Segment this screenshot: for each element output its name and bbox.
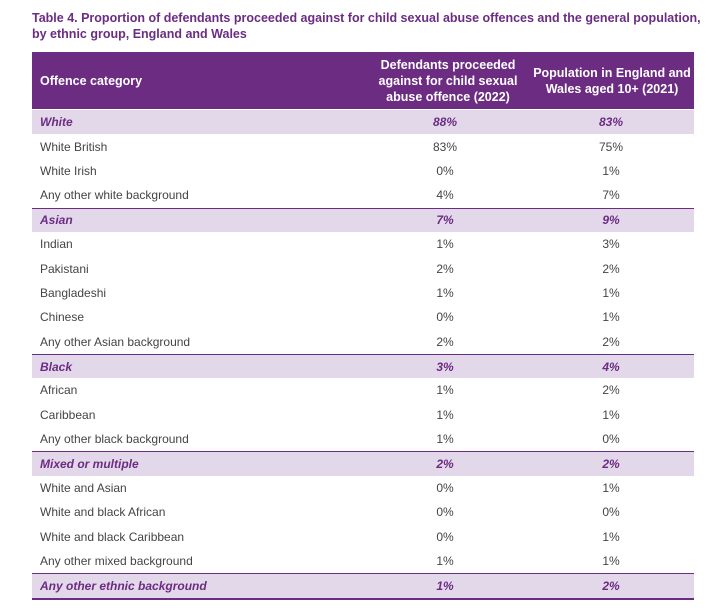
row-label: Indian xyxy=(40,237,73,252)
row-label: Pakistani xyxy=(40,261,89,276)
row-label: Mixed or multiple xyxy=(40,457,139,472)
row-defendants-value: 0% xyxy=(436,505,454,520)
row-population-value: 83% xyxy=(598,115,624,130)
row-population-value: 75% xyxy=(598,139,624,154)
table-group-row: Any other ethnic background 1% 2% xyxy=(32,573,694,598)
row-defendants-value: 2% xyxy=(436,261,454,276)
row-label: Asian xyxy=(40,213,73,228)
row-defendants-value: 7% xyxy=(436,213,454,228)
table-row: Caribbean 1% 1% xyxy=(32,403,694,427)
table-row: Chinese 0% 1% xyxy=(32,305,694,329)
row-defendants-value: 0% xyxy=(436,310,454,325)
row-defendants-value: 0% xyxy=(436,163,454,178)
table-group-row: Asian 7% 9% xyxy=(32,207,694,232)
row-population-value: 0% xyxy=(602,432,620,447)
table-row: Any other Asian background 2% 2% xyxy=(32,330,694,354)
row-population-value: 4% xyxy=(602,359,620,374)
table-row: Indian 1% 3% xyxy=(32,232,694,256)
row-label: White and black African xyxy=(40,505,166,520)
row-defendants-value: 88% xyxy=(432,115,458,130)
table-row: White and Asian 0% 1% xyxy=(32,476,694,500)
table-header-row: Offence category Defendants proceeded ag… xyxy=(32,52,694,110)
row-population-value: 0% xyxy=(602,505,620,520)
table-caption: Table 4. Proportion of defendants procee… xyxy=(32,11,701,41)
row-population-value: 1% xyxy=(602,310,620,325)
row-population-value: 2% xyxy=(602,383,620,398)
table-row: African 1% 2% xyxy=(32,378,694,402)
row-population-value: 3% xyxy=(602,237,620,252)
header-offence-category: Offence category xyxy=(40,73,143,88)
row-defendants-value: 1% xyxy=(436,432,454,447)
row-label: White Irish xyxy=(40,163,97,178)
row-defendants-value: 0% xyxy=(436,481,454,496)
row-defendants-value: 4% xyxy=(436,188,454,203)
row-population-value: 1% xyxy=(602,163,620,178)
table-row: White and black African 0% 0% xyxy=(32,500,694,524)
row-label: White and black Caribbean xyxy=(40,529,185,544)
row-label: Black xyxy=(40,359,73,374)
row-label: White and Asian xyxy=(40,481,127,496)
table-row: Pakistani 2% 2% xyxy=(32,256,694,280)
row-population-value: 1% xyxy=(602,407,620,422)
table-body: White 88% 83% White British 83% 75% White Iris… xyxy=(32,110,694,598)
table-row: White Irish 0% 1% xyxy=(32,159,694,183)
table-group-row: White 88% 83% xyxy=(32,110,694,135)
row-label: Any other ethnic background xyxy=(40,579,207,594)
row-defendants-value: 0% xyxy=(436,529,454,544)
row-defendants-value: 2% xyxy=(436,457,454,472)
row-defendants-value: 1% xyxy=(436,579,454,594)
row-label: Caribbean xyxy=(40,407,96,422)
row-population-value: 1% xyxy=(602,554,620,569)
table-row: Any other mixed background 1% 1% xyxy=(32,549,694,573)
row-label: Chinese xyxy=(40,310,85,325)
row-population-value: 1% xyxy=(602,285,620,300)
row-population-value: 1% xyxy=(602,481,620,496)
row-population-value: 2% xyxy=(602,457,620,472)
row-population-value: 1% xyxy=(602,529,620,544)
row-defendants-value: 1% xyxy=(436,383,454,398)
row-label: Any other white background xyxy=(40,188,189,203)
row-label: Bangladeshi xyxy=(40,285,107,300)
row-label: White xyxy=(40,115,73,130)
row-defendants-value: 3% xyxy=(436,359,454,374)
row-label: White British xyxy=(40,139,108,154)
table-row: Any other white background 4% 7% xyxy=(32,183,694,207)
ethnicity-table: Offence category Defendants proceeded ag… xyxy=(32,52,694,600)
row-population-value: 2% xyxy=(602,261,620,276)
row-label: Any other Asian background xyxy=(40,334,191,349)
table-bottom-rule xyxy=(32,597,694,600)
table-group-row: Black 3% 4% xyxy=(32,353,694,379)
table-row: Any other black background 1% 0% xyxy=(32,427,694,451)
header-defendants: Defendants proceeded against for child s… xyxy=(378,57,518,104)
row-defendants-value: 1% xyxy=(436,554,454,569)
row-defendants-value: 83% xyxy=(432,139,458,154)
row-defendants-value: 1% xyxy=(436,407,454,422)
row-label: Any other black background xyxy=(40,432,189,447)
table-row: Bangladeshi 1% 1% xyxy=(32,281,694,305)
source-footnote xyxy=(32,604,692,612)
row-defendants-value: 1% xyxy=(436,285,454,300)
table-row: White and black Caribbean 0% 1% xyxy=(32,525,694,549)
table-group-row: Mixed or multiple 2% 2% xyxy=(32,451,694,476)
row-defendants-value: 2% xyxy=(436,334,454,349)
row-population-value: 2% xyxy=(602,579,620,594)
row-defendants-value: 1% xyxy=(436,237,454,252)
table-row: White British 83% 75% xyxy=(32,134,694,158)
header-population: Population in England and Wales aged 10+… xyxy=(533,65,691,96)
row-population-value: 2% xyxy=(602,334,620,349)
row-population-value: 7% xyxy=(602,188,620,203)
row-population-value: 9% xyxy=(602,213,620,228)
row-label: Any other mixed background xyxy=(40,554,193,569)
row-label: African xyxy=(40,383,78,398)
